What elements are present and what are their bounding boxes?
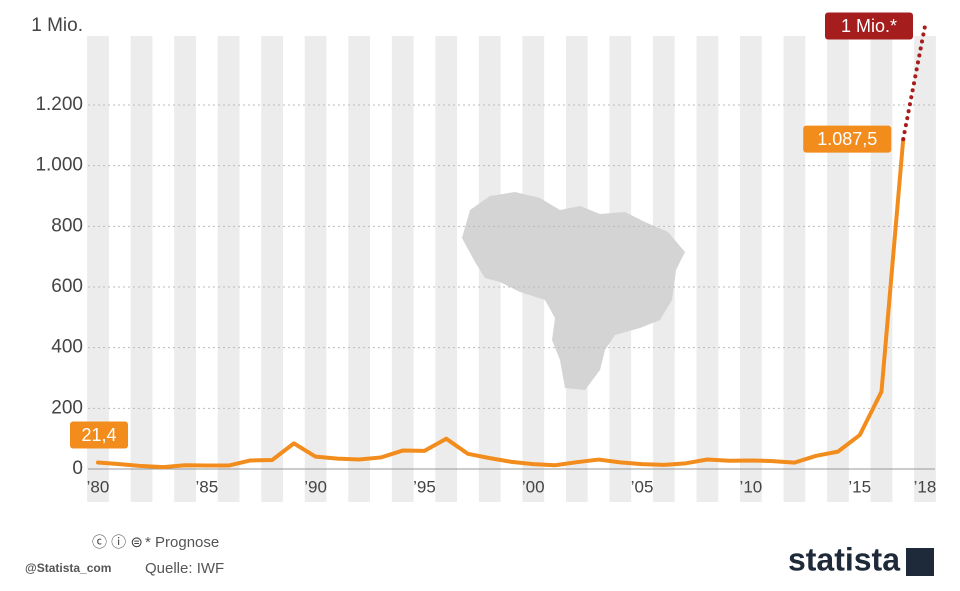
brand-icon [906,548,934,576]
credit: @Statista_com [25,561,111,575]
brand: statista [788,541,900,577]
x-tick-label: ’18 [914,477,937,496]
data-label-box [825,12,913,40]
data-label: 21,4 [81,425,116,445]
x-tick-label: ’00 [522,477,545,496]
stripe [348,36,371,502]
stripe [696,36,719,502]
stripe [87,36,109,502]
x-tick-label: ’80 [87,477,110,496]
data-label-box [70,421,128,449]
y-tick-label: 0 [72,458,83,479]
stripe [174,36,196,502]
line [901,24,927,142]
venezuela-map [462,192,685,390]
note: * Prognose [145,534,219,551]
data-label-box [803,125,892,153]
stripe [217,36,240,502]
x-tick-label: ’15 [848,477,871,496]
x-tick-label: ’05 [631,477,654,496]
y-tick-label: 600 [51,276,83,297]
stripe [914,36,936,502]
y-tick-label: 400 [51,337,83,358]
stripe [740,36,762,502]
x-tick-label: ’85 [195,477,218,496]
x-tick-label: ’95 [413,477,436,496]
source: Quelle: IWF [145,560,224,577]
data-label: 1.087,5 [817,129,877,149]
stripe [827,36,849,502]
y-tick-label: 800 [51,215,83,236]
stripe [391,36,414,502]
x-tick-label: ’10 [740,477,763,496]
stripe [261,36,283,502]
stripe [130,36,153,502]
x-tick-label: ’90 [304,477,327,496]
y-tick-label: 200 [51,397,83,418]
stripe [304,36,327,502]
logo-cc: ⓒ ⓘ ⊜ [92,534,143,551]
stripe [783,36,806,502]
y-tick-label: 1.200 [35,94,83,115]
line [96,137,906,470]
stripe [870,36,893,502]
data-label: 1 Mio.* [841,16,897,36]
y-tick-label: 1 Mio. [31,15,83,36]
y-tick-label: 1.000 [35,155,83,176]
stripe [435,36,458,502]
